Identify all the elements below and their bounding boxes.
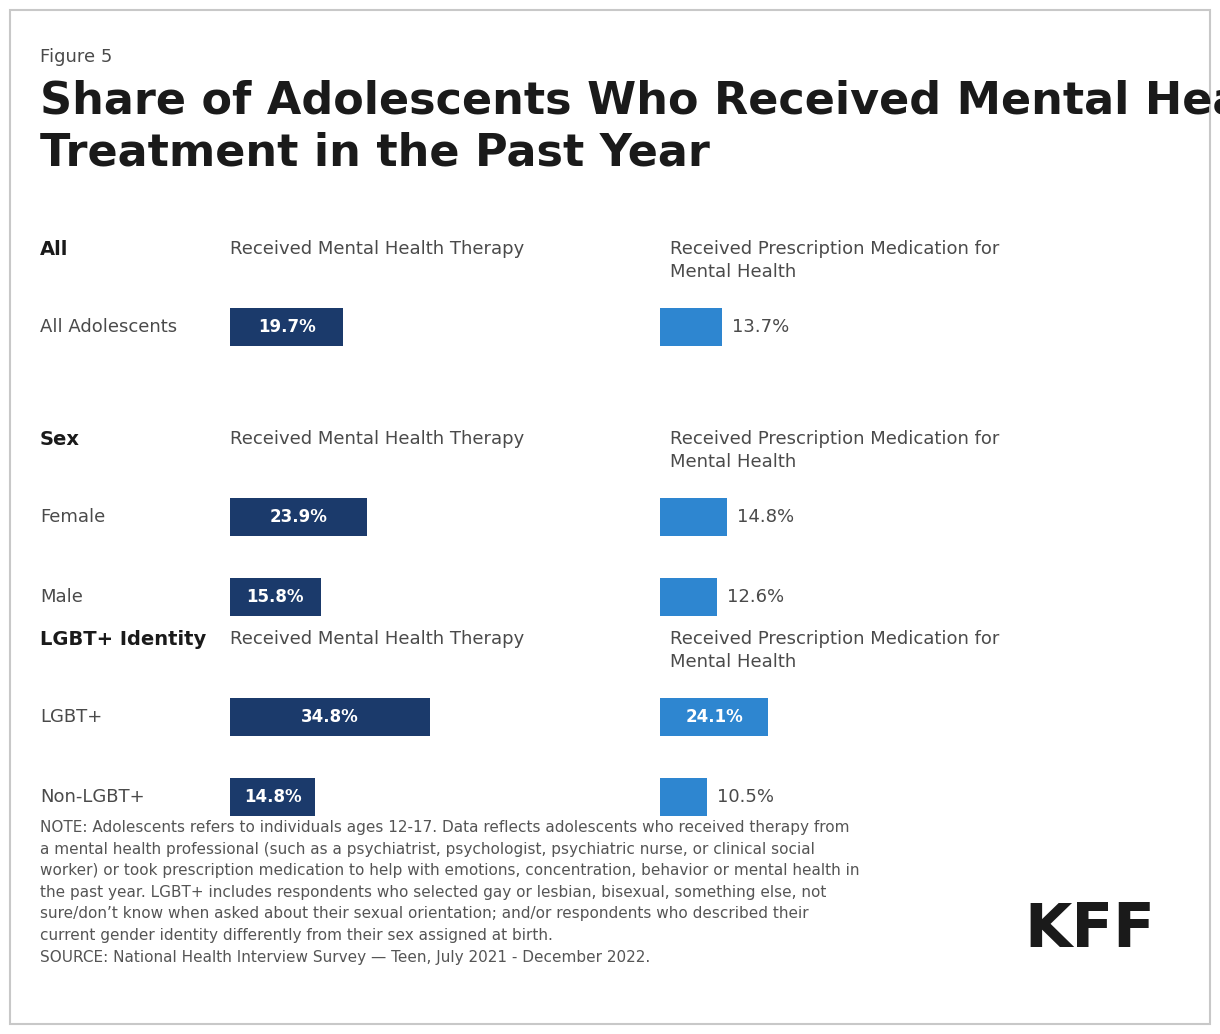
Text: 34.8%: 34.8% [301, 708, 359, 726]
Text: Sex: Sex [40, 430, 81, 449]
Text: Received Prescription Medication for
Mental Health: Received Prescription Medication for Men… [670, 430, 999, 470]
Text: 10.5%: 10.5% [717, 788, 775, 805]
Bar [231, 498, 367, 536]
Bar [231, 308, 343, 346]
Text: Received Mental Health Therapy: Received Mental Health Therapy [231, 240, 525, 258]
Bar [231, 578, 321, 616]
Text: 15.8%: 15.8% [246, 588, 304, 606]
Text: KFF: KFF [1025, 901, 1155, 960]
Text: NOTE: Adolescents refers to individuals ages 12-17. Data reflects adolescents wh: NOTE: Adolescents refers to individuals … [40, 820, 860, 965]
Text: 14.8%: 14.8% [737, 508, 794, 526]
Text: 12.6%: 12.6% [727, 588, 783, 606]
Text: Received Prescription Medication for
Mental Health: Received Prescription Medication for Men… [670, 630, 999, 671]
Bar [231, 698, 431, 736]
Text: Share of Adolescents Who Received Mental Health
Treatment in the Past Year: Share of Adolescents Who Received Mental… [40, 80, 1220, 175]
Text: 14.8%: 14.8% [244, 788, 301, 805]
Bar [660, 698, 769, 736]
Text: All Adolescents: All Adolescents [40, 318, 177, 336]
Bar [660, 498, 727, 536]
Text: Received Prescription Medication for
Mental Health: Received Prescription Medication for Men… [670, 240, 999, 281]
Text: All: All [40, 240, 68, 258]
Text: Received Mental Health Therapy: Received Mental Health Therapy [231, 630, 525, 648]
Text: Figure 5: Figure 5 [40, 48, 112, 66]
Text: LGBT+: LGBT+ [40, 708, 102, 726]
Text: Received Mental Health Therapy: Received Mental Health Therapy [231, 430, 525, 448]
Text: 13.7%: 13.7% [732, 318, 789, 336]
Text: Male: Male [40, 588, 83, 606]
Bar [660, 308, 722, 346]
Text: 19.7%: 19.7% [257, 318, 316, 336]
Text: 23.9%: 23.9% [270, 508, 328, 526]
Text: 24.1%: 24.1% [686, 708, 743, 726]
Bar [231, 778, 315, 816]
Text: Non-LGBT+: Non-LGBT+ [40, 788, 145, 805]
Bar [660, 778, 708, 816]
Bar [660, 578, 716, 616]
Text: LGBT+ Identity: LGBT+ Identity [40, 630, 206, 649]
Text: Female: Female [40, 508, 105, 526]
